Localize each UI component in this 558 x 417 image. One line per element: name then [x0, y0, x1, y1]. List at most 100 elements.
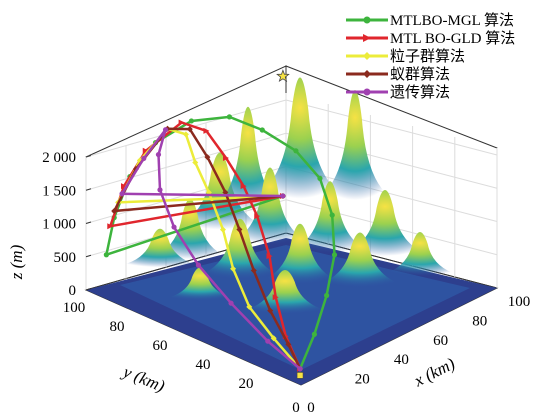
- path-point: [280, 193, 286, 199]
- x-tick-label: 0: [307, 400, 315, 416]
- path-point: [192, 159, 199, 166]
- path-point: [270, 335, 277, 342]
- path-point: [324, 292, 330, 299]
- start-point: [296, 372, 304, 379]
- path-point: [204, 154, 211, 161]
- legend-entry-label: MTLBO-MGL 算法: [390, 11, 514, 29]
- path-point: [142, 147, 149, 154]
- path-point: [272, 294, 279, 301]
- x-tick-label: 80: [472, 313, 487, 329]
- z-tick-mark: [85, 155, 92, 158]
- grid-line: [285, 132, 498, 189]
- x-tick-label: 40: [394, 352, 409, 368]
- x-axis-label: x (km): [410, 354, 458, 391]
- terrain-hill: [168, 152, 272, 230]
- x-tick-label: 20: [355, 372, 370, 388]
- legend-entry-label: 蚁群算法: [390, 65, 450, 83]
- terrain-hill: [308, 232, 412, 288]
- path-point: [103, 252, 109, 258]
- z-tick-mark: [85, 254, 92, 258]
- z-tick-label: 1 000: [42, 217, 76, 233]
- legend-swatch-marker: [363, 34, 371, 42]
- path-point: [293, 148, 299, 154]
- z-tick-label: 0: [69, 283, 77, 299]
- y-tick-label: 80: [110, 319, 125, 335]
- path-point: [236, 226, 243, 233]
- terrain-hill: [156, 267, 244, 301]
- y-tick-label: 100: [63, 300, 86, 316]
- path-point: [203, 127, 210, 134]
- legend-entry-label: MTL BO-GLD 算法: [390, 29, 515, 47]
- y-axis-label: y (km): [119, 361, 168, 396]
- z-tick-mark: [85, 221, 92, 224]
- legend-entry-label: 粒子群算法: [390, 47, 465, 65]
- path-point: [188, 118, 194, 124]
- path-point: [246, 303, 253, 310]
- legend-swatch-marker: [363, 52, 371, 60]
- path-point: [222, 155, 229, 162]
- legend-swatch-marker: [363, 70, 371, 78]
- terrain-hill: [252, 223, 348, 285]
- path-point: [329, 212, 335, 218]
- terrain-hill: [252, 77, 348, 199]
- path-point: [219, 226, 226, 233]
- path-point: [171, 224, 177, 230]
- path-point: [195, 262, 202, 268]
- terrain-hill: [188, 218, 292, 280]
- path-point: [121, 183, 127, 190]
- path-point: [162, 127, 169, 133]
- y-tick-label: 20: [239, 376, 254, 392]
- terrain-hill: [286, 181, 374, 253]
- z-tick-label: 2 000: [42, 150, 76, 166]
- path-point: [111, 207, 118, 214]
- path-point: [182, 131, 189, 138]
- path-point: [311, 331, 317, 337]
- path-point: [119, 191, 125, 197]
- path-point: [254, 213, 261, 220]
- path-point: [230, 265, 237, 272]
- path-point: [178, 119, 185, 126]
- terrain-hill: [315, 90, 395, 200]
- path-point: [228, 300, 234, 306]
- legend-swatch-marker: [363, 16, 371, 24]
- path-point: [155, 151, 162, 158]
- terrain-peaks: [112, 77, 464, 314]
- terrain-hill: [226, 167, 314, 245]
- z-axis-label: z (m): [7, 244, 26, 280]
- path-point: [317, 175, 323, 181]
- terrain-hill: [337, 190, 433, 256]
- terrain-hill: [229, 270, 341, 314]
- path-point: [186, 126, 193, 133]
- y-tick-label: 60: [153, 338, 168, 354]
- goal-star: [276, 69, 290, 83]
- path-point: [226, 114, 232, 120]
- path-point: [259, 127, 265, 133]
- terrain-hill: [112, 228, 208, 268]
- legend-swatch-marker: [363, 88, 371, 96]
- terrain-hill: [146, 198, 234, 260]
- y-tick-label: 40: [196, 357, 211, 373]
- path-point: [266, 253, 273, 260]
- z-tick-mark: [85, 188, 92, 191]
- paths: [103, 69, 338, 379]
- path-point: [240, 183, 247, 190]
- path-point: [297, 366, 303, 372]
- path-point: [285, 341, 292, 348]
- x-tick-label: 100: [508, 294, 531, 310]
- terrain-hill: [376, 232, 464, 276]
- x-tick-label: 60: [433, 333, 448, 349]
- path-point: [107, 223, 114, 230]
- y-tick-label: 0: [292, 400, 300, 416]
- path-point: [265, 338, 271, 344]
- z-tick-label: 1 500: [42, 183, 76, 199]
- path-point: [331, 252, 338, 258]
- z-tick-label: 500: [54, 250, 77, 266]
- path-point: [267, 307, 274, 314]
- path-point: [222, 189, 229, 196]
- legend-entry-label: 遗传算法: [390, 83, 450, 101]
- terrain-hill: [208, 106, 288, 212]
- ticks: 0 500 1 000 1 500 2 000 20 40 60 80 100 20 40 60 80 10…: [42, 150, 530, 416]
- z-tick-mark: [85, 288, 92, 291]
